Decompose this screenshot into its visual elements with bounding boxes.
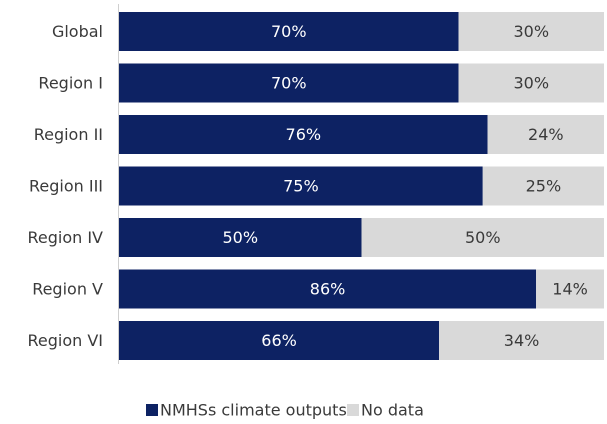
category-label: Region II [34, 125, 103, 144]
bars-group: 70% 30% 70% 30% 76% 24% 75% 25% 50% 50% 86% 14% 66% 3… [119, 12, 604, 360]
bar-segment [119, 115, 488, 154]
legend-label: No data [361, 401, 424, 420]
bar-segment [458, 12, 604, 51]
bar-segment [458, 63, 604, 103]
bar-segment [487, 115, 604, 154]
data-label: 14% [552, 280, 588, 299]
bar-segment [439, 321, 604, 360]
data-label: 66% [261, 331, 297, 350]
data-label: 86% [310, 280, 346, 299]
bar-segment [119, 218, 362, 257]
legend-swatch [146, 404, 158, 416]
data-label: 76% [286, 125, 322, 144]
category-label: Global [52, 22, 103, 41]
data-label: 30% [513, 74, 549, 93]
bar-segment [536, 269, 604, 309]
bar-segment [119, 12, 459, 51]
data-label: 34% [504, 331, 540, 350]
data-label: 70% [271, 74, 307, 93]
category-label: Region VI [27, 331, 103, 350]
data-label: 50% [465, 228, 501, 247]
bar-segment [119, 321, 440, 360]
data-label: 75% [283, 177, 319, 196]
legend: NMHSs climate outputs No data [146, 401, 424, 420]
data-label: 24% [528, 125, 564, 144]
legend-label: NMHSs climate outputs [160, 401, 347, 420]
bar-segment [119, 63, 459, 103]
data-label: 30% [513, 22, 549, 41]
bar-segment [119, 269, 537, 309]
category-labels-group: Global Region I Region II Region III Region … [27, 22, 103, 350]
legend-swatch [347, 404, 359, 416]
data-label: 70% [271, 22, 307, 41]
category-label: Region I [38, 74, 103, 93]
bar-segment [482, 166, 604, 206]
bar-segment [119, 166, 483, 206]
data-label: 25% [526, 177, 562, 196]
category-label: Region IV [27, 228, 103, 247]
data-label: 50% [222, 228, 258, 247]
bar-segment [361, 218, 604, 257]
category-label: Region V [32, 280, 103, 299]
category-label: Region III [29, 177, 103, 196]
